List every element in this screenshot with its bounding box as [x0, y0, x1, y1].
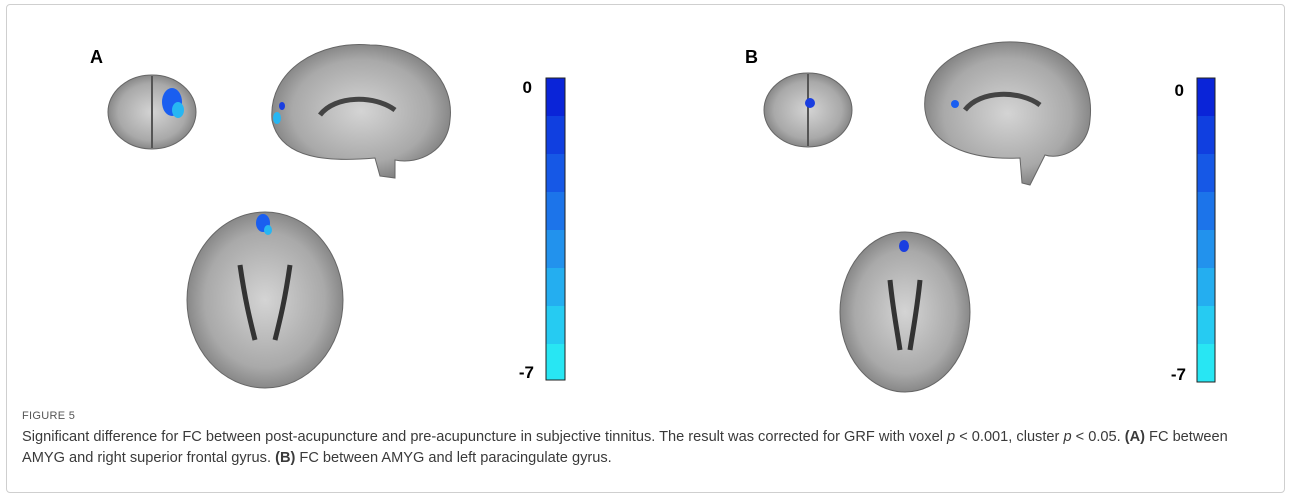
- caption-text: (A): [1125, 429, 1145, 445]
- brain-axial: [840, 232, 970, 392]
- brain-coronal: [108, 75, 196, 149]
- brain-axial: [187, 212, 343, 388]
- caption-text: (B): [275, 450, 295, 466]
- panel-label: B: [745, 47, 758, 67]
- caption-text: p: [947, 429, 955, 445]
- colorbar-min: -7: [1171, 365, 1186, 384]
- caption-text: Significant difference for FC between po…: [22, 429, 947, 445]
- colorbar-min: -7: [519, 363, 534, 382]
- caption-text: FC between AMYG and left paracingulate g…: [295, 450, 611, 466]
- colorbar: [1197, 78, 1215, 382]
- caption-text: < 0.001, cluster: [955, 429, 1063, 445]
- colorbar-max: 0: [523, 78, 532, 97]
- figure-number: FIGURE 5: [22, 410, 75, 422]
- caption: Significant difference for FC between po…: [22, 427, 1262, 468]
- caption-text: < 0.05.: [1072, 429, 1125, 445]
- brain-sagittal: [925, 42, 1091, 185]
- figure: A 0 -7 B: [0, 0, 1293, 400]
- page: A 0 -7 B: [0, 0, 1293, 499]
- colorbar-max: 0: [1175, 81, 1184, 100]
- colorbar: [546, 78, 565, 380]
- brain-sagittal: [272, 44, 451, 178]
- panel-label: A: [90, 47, 103, 67]
- caption-text: p: [1063, 429, 1071, 445]
- brain-coronal: [764, 73, 852, 147]
